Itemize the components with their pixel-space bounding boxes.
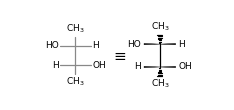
- Text: $\equiv$: $\equiv$: [111, 48, 127, 63]
- Polygon shape: [144, 66, 160, 68]
- Polygon shape: [160, 43, 176, 45]
- Text: H: H: [179, 40, 185, 49]
- Polygon shape: [144, 43, 160, 45]
- Text: $\mathregular{CH_3}$: $\mathregular{CH_3}$: [66, 23, 85, 35]
- Text: $\mathregular{CH_3}$: $\mathregular{CH_3}$: [150, 21, 169, 33]
- Text: HO: HO: [45, 41, 59, 50]
- Text: H: H: [92, 41, 99, 50]
- Text: $\mathregular{CH_3}$: $\mathregular{CH_3}$: [66, 76, 85, 88]
- Text: HO: HO: [127, 40, 141, 49]
- Text: OH: OH: [92, 61, 106, 70]
- Text: H: H: [52, 61, 59, 70]
- Polygon shape: [160, 66, 176, 68]
- Text: H: H: [134, 62, 141, 72]
- Text: $\mathregular{CH_3}$: $\mathregular{CH_3}$: [150, 78, 169, 91]
- Text: OH: OH: [179, 62, 192, 72]
